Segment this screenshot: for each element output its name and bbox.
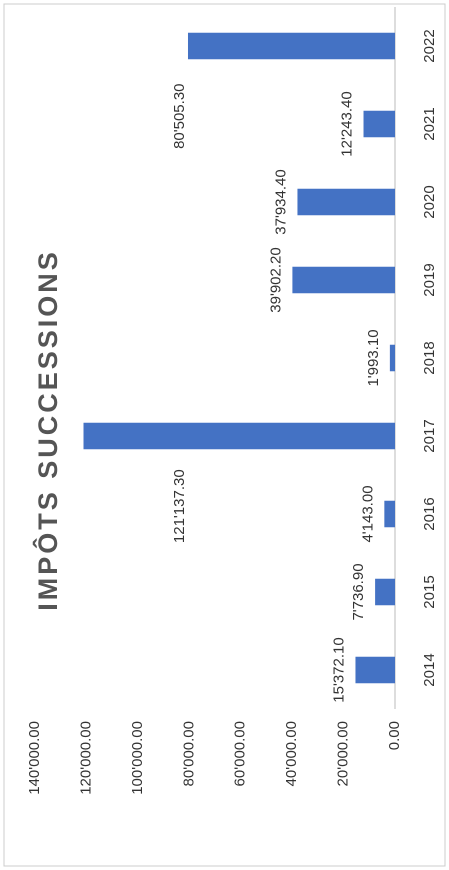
bar [363, 110, 395, 138]
y-tick-label: 20'000.00 [335, 721, 352, 786]
data-label: 15'372.10 [330, 637, 347, 702]
y-tick-label: 40'000.00 [283, 721, 300, 786]
data-label: 80'505.30 [171, 83, 188, 148]
x-tick-label: 2018 [421, 341, 438, 374]
y-tick-label: 120'000.00 [77, 721, 94, 795]
bar [384, 500, 395, 528]
y-tick-label: 0.00 [386, 721, 403, 750]
data-label: 39'902.20 [267, 247, 284, 312]
x-tick-label: 2015 [421, 575, 438, 608]
rotated-plot: IMPÔTS SUCCESSIONS 0.00 20'000.00 40'000.0… [26, 7, 438, 795]
bar [355, 656, 395, 684]
data-label: 37'934.40 [272, 169, 289, 234]
data-label: 121'137.30 [171, 469, 188, 543]
y-tick-label: 80'000.00 [180, 721, 197, 786]
bar [297, 188, 396, 216]
bar [187, 32, 395, 60]
x-tick-label: 2022 [421, 29, 438, 62]
bar [83, 422, 395, 450]
data-label: 7'736.90 [350, 563, 367, 620]
data-label: 12'243.40 [338, 91, 355, 156]
data-label: 1'993.10 [365, 329, 382, 386]
x-tick-label: 2017 [421, 419, 438, 452]
bar [375, 578, 395, 606]
x-tick-label: 2014 [421, 653, 438, 686]
x-tick-label: 2019 [421, 263, 438, 296]
y-tick-label: 140'000.00 [26, 721, 43, 795]
data-label: 4'143.00 [359, 485, 376, 542]
chart-border [3, 3, 446, 867]
y-tick-label: 60'000.00 [232, 721, 249, 786]
x-tick-label: 2020 [421, 185, 438, 218]
bar [389, 344, 395, 372]
x-tick-label: 2021 [421, 107, 438, 140]
bar [292, 266, 396, 294]
y-tick-label: 100'000.00 [129, 721, 146, 795]
x-tick-label: 2016 [421, 497, 438, 530]
chart-title: IMPÔTS SUCCESSIONS [32, 249, 63, 611]
